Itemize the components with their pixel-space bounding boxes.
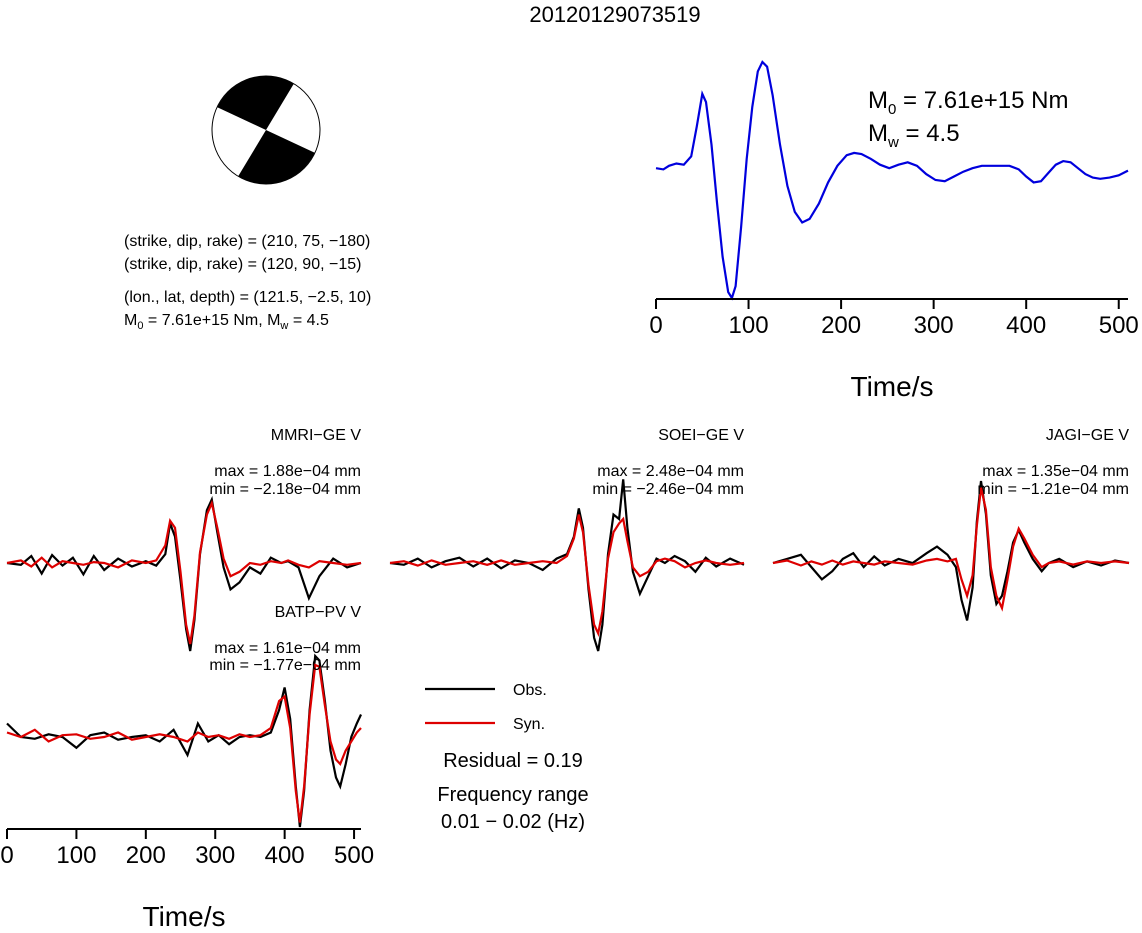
beachball-compression-quadrant-2 xyxy=(238,130,315,184)
synthetic-waveform xyxy=(6,663,362,823)
stf-axis-tick-label: 0 xyxy=(649,312,662,339)
station-name: SOEI−GE V xyxy=(658,427,744,444)
stf-line xyxy=(655,60,1129,301)
station-name: JAGI−GE V xyxy=(1046,427,1129,444)
waveform-x-axis-label: Time/s xyxy=(143,901,226,928)
synthetic-waveform xyxy=(772,487,1130,612)
stf-axis-tick-label: 200 xyxy=(821,312,861,339)
station-max: max = 1.35e−04 mm xyxy=(982,463,1129,480)
waveform-axis-tick-label: 400 xyxy=(265,842,305,869)
waveform-axis-tick-label: 100 xyxy=(56,842,96,869)
mechanism-info: (strike, dip, rake) = (210, 75, −180) (s… xyxy=(124,233,371,332)
waveform-x-axis: 0 100 200 300 400 500 xyxy=(0,828,374,869)
beachball xyxy=(211,75,321,185)
stf-axis-tick-label: 300 xyxy=(914,312,954,339)
legend: Obs. Syn. xyxy=(425,682,547,733)
station-max: max = 1.88e−04 mm xyxy=(214,463,361,480)
stf-plot: M0 = 7.61e+15 Nm Mw = 4.5 0 100 200 300 400 5… xyxy=(649,60,1139,402)
stf-axis-tick-label: 500 xyxy=(1099,312,1139,339)
residual-text: Residual = 0.19 xyxy=(443,750,583,772)
frequency-range-label: Frequency range xyxy=(437,784,588,806)
station-name: MMRI−GE V xyxy=(271,427,362,444)
stf-axis-tick-label: 100 xyxy=(729,312,769,339)
stf-axis-tick-label: 400 xyxy=(1006,312,1046,339)
station-min: min = −1.77e−04 mm xyxy=(209,657,361,674)
info-line-2: (strike, dip, rake) = (120, 90, −15) xyxy=(124,256,361,273)
waveform-axis-tick-label: 300 xyxy=(195,842,235,869)
observed-waveform xyxy=(6,495,362,652)
station-max: max = 1.61e−04 mm xyxy=(214,640,361,657)
station-name: BATP−PV V xyxy=(275,604,362,621)
synthetic-waveform xyxy=(389,514,745,637)
legend-obs-label: Obs. xyxy=(513,682,547,699)
station-min: min = −2.46e−04 mm xyxy=(592,481,744,498)
beachball-compression-quadrant-1 xyxy=(217,76,294,130)
stf-x-axis-label: Time/s xyxy=(851,371,934,402)
station-min: min = −1.21e−04 mm xyxy=(977,481,1129,498)
observed-waveform xyxy=(389,479,745,652)
legend-syn-label: Syn. xyxy=(513,716,545,733)
stf-mw-label: Mw = 4.5 xyxy=(868,120,960,151)
stf-x-axis: 0 100 200 300 400 500 xyxy=(649,298,1139,339)
station-max: max = 2.48e−04 mm xyxy=(597,463,744,480)
waveform-axis-tick-label: 500 xyxy=(334,842,374,869)
info-line-3: (lon., lat, depth) = (121.5, −2.5, 10) xyxy=(124,289,371,306)
info-line-1: (strike, dip, rake) = (210, 75, −180) xyxy=(124,233,370,250)
station-min: min = −2.18e−04 mm xyxy=(209,481,361,498)
waveform-axis-tick-label: 0 xyxy=(0,842,13,869)
stf-m0-label: M0 = 7.61e+15 Nm xyxy=(868,87,1068,118)
frequency-range-value: 0.01 − 0.02 (Hz) xyxy=(441,811,585,833)
waveform-axis-tick-label: 200 xyxy=(126,842,166,869)
figure-title: 20120129073519 xyxy=(529,2,700,27)
observed-waveform xyxy=(772,480,1130,621)
info-line-4: M0 = 7.61e+15 Nm, Mw = 4.5 xyxy=(124,312,329,332)
synthetic-waveform xyxy=(6,499,362,645)
